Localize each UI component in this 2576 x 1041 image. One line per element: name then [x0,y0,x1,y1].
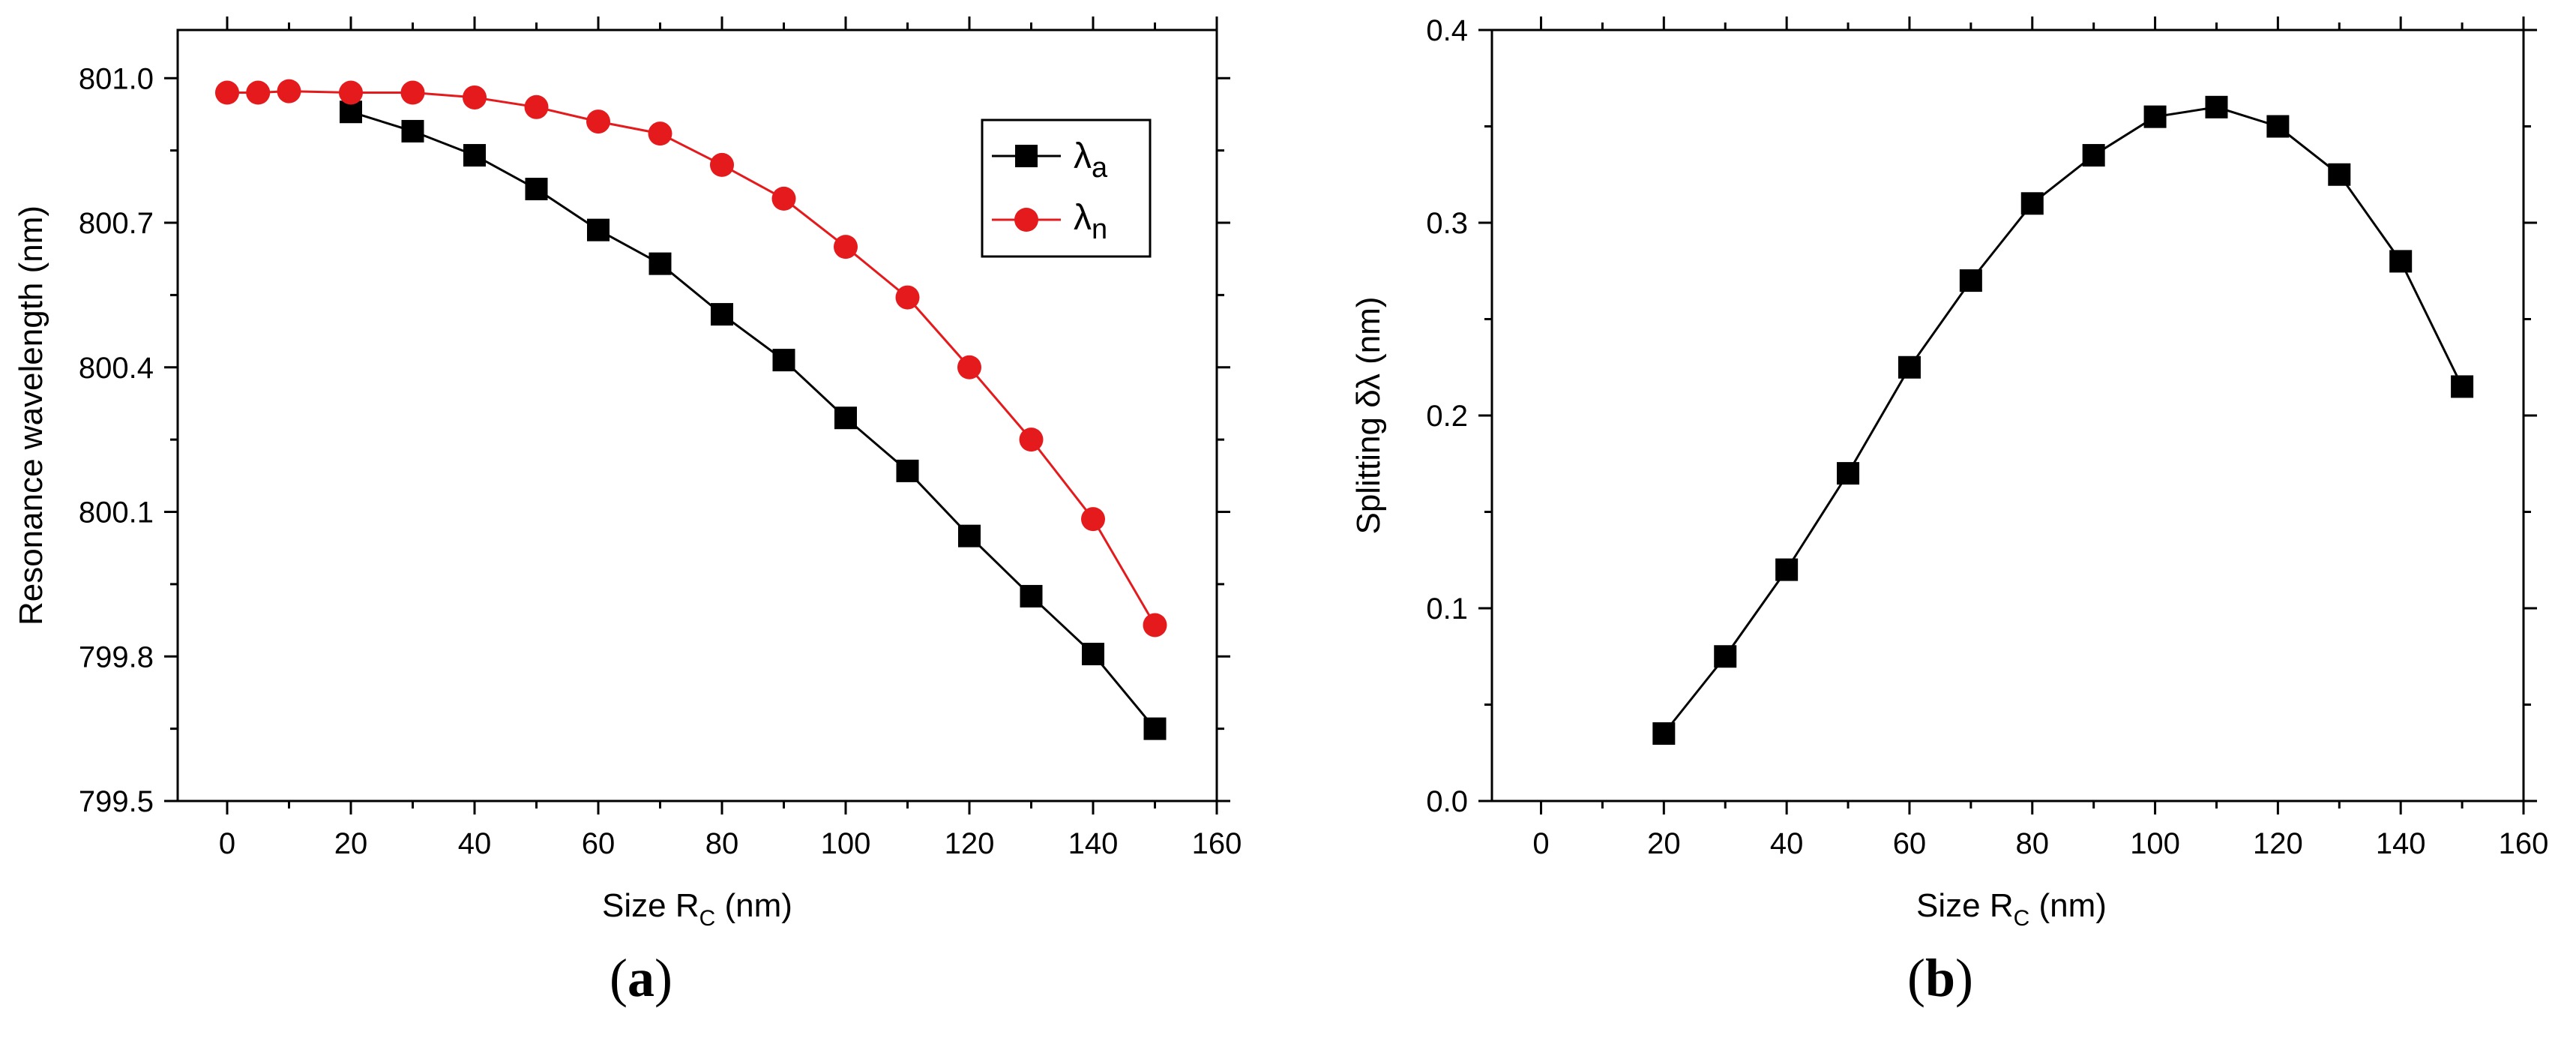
data-point-a-1 [834,235,858,260]
data-point-b-0 [1959,269,1982,292]
y-tick-label-a: 799.5 [79,785,154,818]
data-point-a-0 [401,119,424,142]
data-point-a-0 [587,218,610,242]
data-point-a-1 [1019,428,1044,452]
data-point-a-1 [648,122,672,146]
x-tick-label-a: 160 [1192,827,1242,860]
x-tick-label-a: 140 [1068,827,1119,860]
data-point-a-1 [400,80,425,105]
data-point-a-0 [896,459,919,482]
data-point-b-0 [2328,163,2351,186]
data-point-a-1 [339,80,363,105]
x-axis-title-b: Size RC (nm) [1916,887,2107,931]
data-point-b-0 [2389,250,2413,273]
data-point-a-0 [1082,643,1104,666]
x-tick-label-a: 100 [821,827,871,860]
data-point-a-1 [895,285,920,310]
data-point-a-1 [463,85,487,110]
data-point-a-1 [215,80,239,105]
y-axis-title-a: Resonance wavelength (nm) [13,206,49,626]
data-point-a-1 [771,186,796,211]
x-tick-label-b: 40 [1770,827,1804,860]
data-point-a-1 [586,110,610,134]
x-tick-label-b: 0 [1532,827,1549,860]
y-tick-label-b: 0.0 [1426,785,1468,818]
data-point-b-0 [1775,558,1799,581]
data-point-a-1 [524,94,549,119]
panel-label-b: (b) [1907,948,1973,1008]
legend-a: λa λn [981,118,1152,258]
data-point-a-0 [648,252,672,275]
data-point-b-0 [2451,375,2474,398]
x-tick-label-a: 20 [334,827,368,860]
data-point-a-0 [1143,717,1167,740]
y-tick-label-b: 0.1 [1426,592,1468,626]
y-tick-label-b: 0.4 [1426,14,1468,47]
legend-label-lambda-a: λa [1074,136,1108,184]
data-point-a-0 [525,178,548,201]
data-point-a-1 [710,152,734,177]
y-tick-label-a: 800.7 [79,207,154,240]
x-axis-title-a: Size RC (nm) [602,887,792,931]
data-point-a-1 [277,79,301,104]
legend-marker-lambda-n [1014,208,1038,232]
x-tick-label-a: 60 [582,827,616,860]
data-point-a-0 [1020,584,1043,608]
y-axis-title-b: Splitting δλ (nm) [1350,296,1387,534]
x-tick-label-b: 160 [2499,827,2549,860]
y-tick-label-a: 801.0 [79,62,154,95]
y-tick-label-b: 0.3 [1426,207,1468,240]
y-tick-label-a: 799.8 [79,640,154,674]
data-point-b-0 [2205,95,2228,118]
data-point-a-0 [772,349,795,372]
data-point-a-0 [463,144,486,167]
data-point-b-0 [2266,115,2290,138]
data-point-b-0 [1837,462,1860,485]
plot-frame-b [1490,28,2525,802]
data-point-a-1 [1143,613,1167,638]
x-tick-label-b: 140 [2376,827,2426,860]
x-tick-label-a: 0 [219,827,235,860]
panel-label-a: (a) [610,948,672,1008]
x-tick-label-b: 20 [1647,827,1681,860]
data-point-a-0 [834,406,857,430]
data-point-b-0 [1652,722,1676,746]
data-point-a-1 [957,355,981,380]
x-tick-label-a: 40 [458,827,492,860]
data-point-a-0 [711,303,733,326]
legend-marker-lambda-a [1015,145,1038,167]
x-tick-label-b: 120 [2253,827,2303,860]
x-tick-label-a: 80 [705,827,739,860]
legend-box-a [981,118,1152,258]
data-point-b-0 [1714,645,1737,668]
x-tick-label-b: 100 [2130,827,2180,860]
data-point-b-0 [1898,356,1921,379]
chart-panel-b: 0 20 40 60 80 100 120 140 160 0.0 0.1 0.2 0.3 0.4 Spl… [1350,14,2548,1008]
data-point-b-0 [2082,144,2105,167]
y-tick-label-a: 800.1 [79,496,154,530]
x-tick-label-a: 120 [945,827,995,860]
plot-frame-a [176,28,1218,802]
series-line-b-0 [1663,106,2464,734]
x-tick-label-b: 60 [1893,827,1927,860]
data-point-a-0 [958,524,981,548]
chart-panel-a: 0 20 40 60 80 100 120 140 160 799.5 799.8 800.1 800.… [13,16,1242,1008]
data-point-a-1 [1081,507,1105,532]
data-point-b-0 [2020,192,2044,215]
y-tick-label-a: 800.4 [79,352,154,385]
legend-label-lambda-n: λn [1074,198,1107,245]
data-point-a-1 [246,80,271,105]
data-point-b-0 [2143,105,2167,128]
y-tick-label-b: 0.2 [1426,400,1468,433]
x-tick-label-b: 80 [2016,827,2050,860]
